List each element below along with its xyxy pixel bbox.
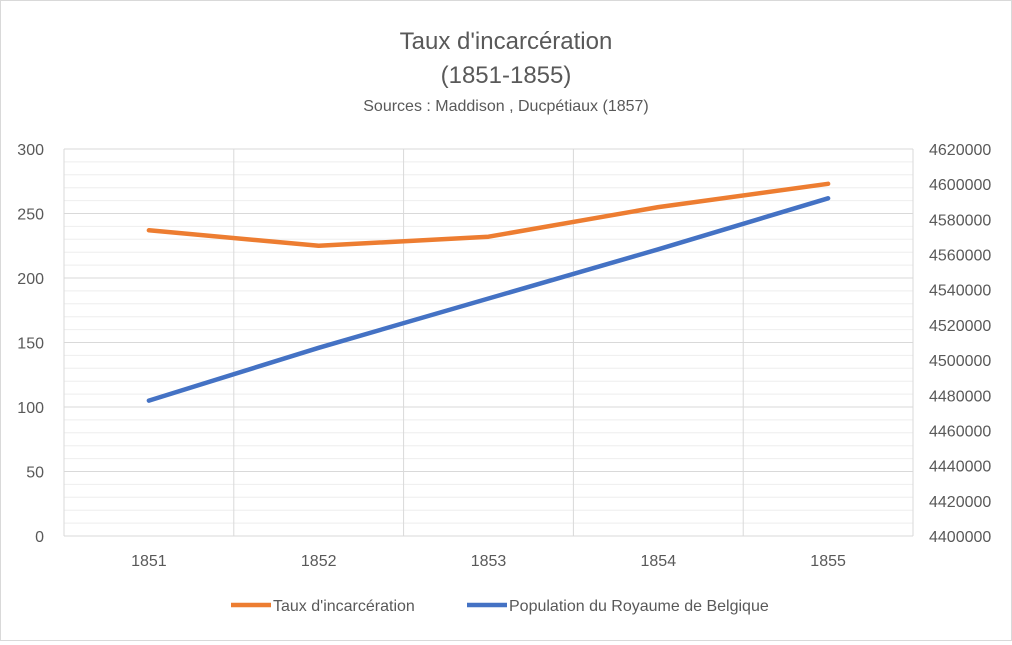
legend: Taux d'incarcération Population du Royaum… (231, 598, 769, 615)
y-right-tick-label: 4620000 (929, 142, 991, 159)
y-right-tick-label: 4400000 (929, 529, 991, 546)
y-left-tick-label: 150 (17, 336, 44, 353)
y-right-tick-label: 4600000 (929, 177, 991, 194)
x-tick-label: 1854 (641, 553, 677, 570)
y-right-tick-label: 4480000 (929, 388, 991, 405)
axis-layer: 0 50 100 150 200 250 300 4400000 4420000 4440000 4… (17, 142, 991, 570)
x-tick-label: 1855 (810, 553, 846, 570)
x-tick-label: 1852 (301, 553, 337, 570)
y-left-tick-label: 250 (17, 207, 44, 224)
x-tick-label: 1853 (471, 553, 507, 570)
y-left-tick-label: 300 (17, 142, 44, 159)
grid-layer (63, 148, 914, 537)
y-right-tick-label: 4560000 (929, 248, 991, 265)
series-line-population (146, 196, 831, 403)
chart-title: Taux d'incarcération (400, 28, 613, 55)
y-left-tick-label: 50 (26, 465, 44, 482)
y-left-tick-label: 100 (17, 400, 44, 417)
series-line-taux (146, 181, 831, 249)
chart-subtitle: Sources : Maddison , Ducpétiaux (1857) (363, 98, 648, 115)
y-right-tick-label: 4420000 (929, 494, 991, 511)
series-layer (146, 181, 831, 403)
y-left-tick-label: 0 (35, 529, 44, 546)
y-right-tick-label: 4540000 (929, 283, 991, 300)
y-right-tick-label: 4580000 (929, 212, 991, 229)
legend-label: Population du Royaume de Belgique (509, 598, 769, 615)
chart-title-line2: (1851-1855) (441, 62, 572, 89)
y-left-tick-label: 200 (17, 271, 44, 288)
y-right-tick-label: 4520000 (929, 318, 991, 335)
y-right-tick-label: 4500000 (929, 353, 991, 370)
x-tick-label: 1851 (131, 553, 167, 570)
y-right-tick-label: 4460000 (929, 423, 991, 440)
legend-label: Taux d'incarcération (273, 598, 415, 615)
y-right-tick-label: 4440000 (929, 459, 991, 476)
